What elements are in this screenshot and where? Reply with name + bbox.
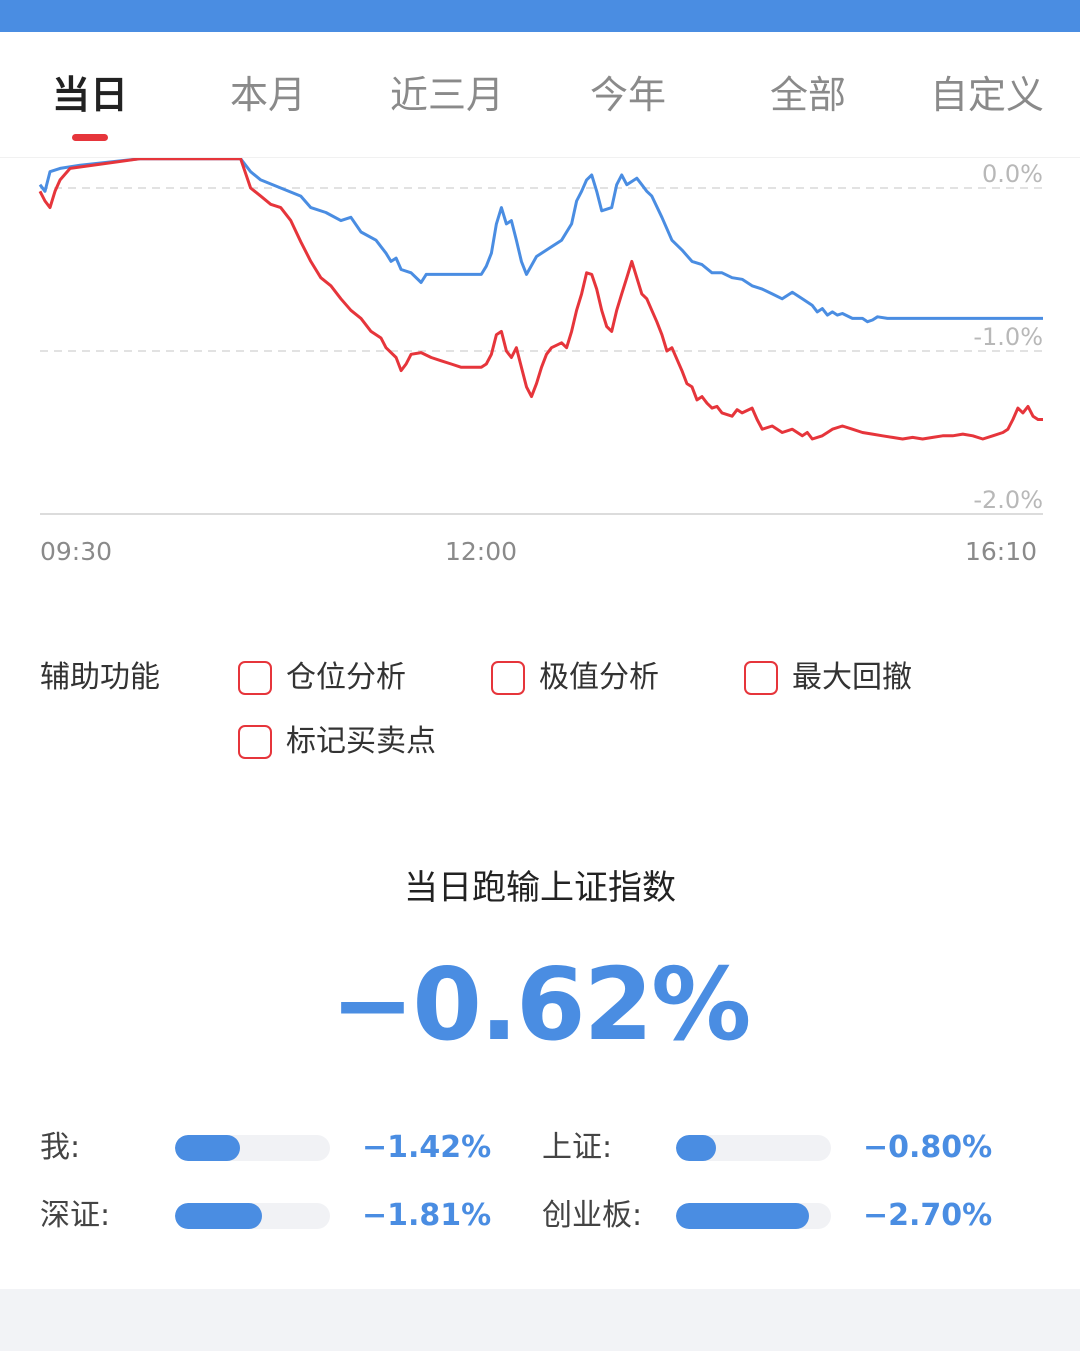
option-position-analysis[interactable]: 仓位分析: [238, 658, 406, 698]
summary-title: 当日跑输上证指数: [404, 868, 676, 908]
y-tick-label: -2.0%: [973, 486, 1043, 514]
series-line-red: [38, 158, 1043, 441]
comparison-bar-fill: [175, 1203, 262, 1229]
tab-three-months[interactable]: 近三月: [390, 73, 505, 117]
option-max-drawdown[interactable]: 最大回撤: [744, 658, 912, 698]
option-mark-trades[interactable]: 标记买卖点: [238, 722, 436, 762]
tab-this-year[interactable]: 今年: [590, 73, 667, 117]
option-label: 极值分析: [539, 660, 659, 695]
comparison-value-cyb: −2.70%: [863, 1198, 993, 1233]
comparison-label-sz: 深证:: [40, 1198, 111, 1233]
checkbox[interactable]: [238, 725, 272, 759]
comparison-value-sh: −0.80%: [863, 1130, 993, 1165]
series-line-blue: [38, 158, 1043, 324]
active-tab-indicator: [72, 134, 108, 141]
tab-all[interactable]: 全部: [770, 73, 847, 117]
x-tick-label: 09:30: [40, 537, 112, 566]
comparison-bar-sz: [175, 1203, 330, 1229]
option-label: 仓位分析: [286, 660, 406, 695]
period-tabs: 当日 本月 近三月 今年 全部 自定义: [0, 32, 1080, 158]
return-chart-svg: 0.0% -1.0% -2.0% 09:30 12:00 16:10: [38, 158, 1043, 566]
comparison-bar-me: [175, 1135, 330, 1161]
x-tick-label: 12:00: [445, 537, 517, 566]
tab-this-month[interactable]: 本月: [230, 73, 307, 117]
summary-value: −0.62%: [330, 946, 752, 1063]
comparison-label-sh: 上证:: [542, 1130, 613, 1165]
comparison-label-cyb: 创业板:: [542, 1198, 643, 1233]
return-chart: 0.0% -1.0% -2.0% 09:30 12:00 16:10: [0, 158, 1080, 578]
status-bar: [0, 0, 1080, 32]
comparison-bar-cyb: [676, 1203, 831, 1229]
aux-label: 辅助功能: [40, 660, 160, 695]
checkbox[interactable]: [744, 661, 778, 695]
auxiliary-functions: 辅助功能 仓位分析 极值分析 最大回撤 标记买卖点: [0, 640, 1080, 780]
bottom-band: [0, 1289, 1080, 1351]
comparison-value-sz: −1.81%: [362, 1198, 492, 1233]
option-label: 最大回撤: [792, 660, 912, 695]
comparison-bar-fill: [175, 1135, 241, 1161]
option-label: 标记买卖点: [286, 724, 436, 759]
y-tick-label: 0.0%: [982, 160, 1043, 188]
y-tick-label: -1.0%: [973, 323, 1043, 351]
comparison-bar-sh: [676, 1135, 831, 1161]
option-extreme-analysis[interactable]: 极值分析: [491, 658, 659, 698]
checkbox[interactable]: [491, 661, 525, 695]
comparison-bar-fill: [676, 1135, 717, 1161]
x-tick-label: 16:10: [965, 537, 1037, 566]
comparison-value-me: −1.42%: [362, 1130, 492, 1165]
tab-today[interactable]: 当日: [52, 73, 129, 117]
tab-custom[interactable]: 自定义: [930, 73, 1045, 117]
comparison-bar-fill: [676, 1203, 810, 1229]
checkbox[interactable]: [238, 661, 272, 695]
comparison-label-me: 我:: [40, 1130, 81, 1165]
